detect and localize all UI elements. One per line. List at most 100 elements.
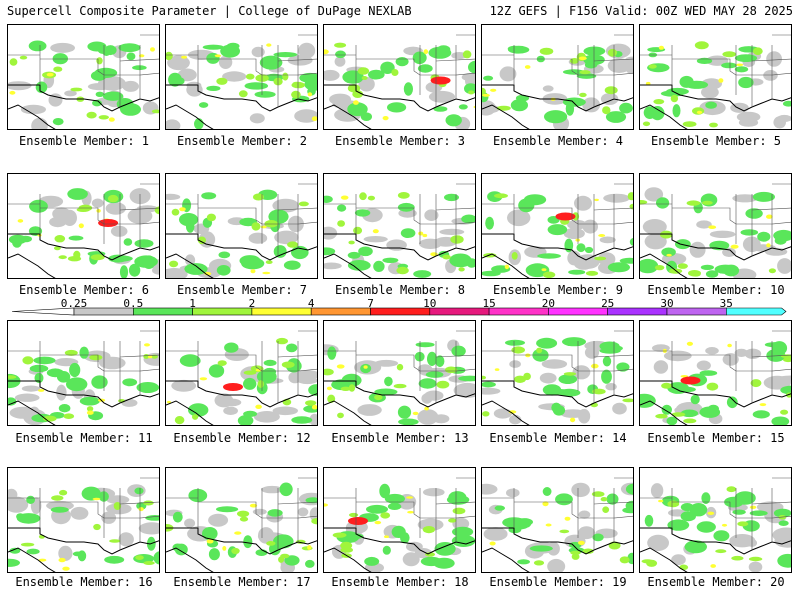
scp-contour (78, 223, 84, 229)
state-border (514, 354, 579, 391)
state-border (119, 488, 141, 542)
scp-contour (396, 266, 409, 275)
state-border (297, 341, 317, 372)
scp-contour (499, 66, 517, 82)
member-label-17: Ensemble Member: 17 (173, 575, 311, 589)
scp-contour (51, 495, 64, 501)
scp-contour (167, 55, 190, 71)
scp-contour (696, 521, 716, 533)
colorbar-segment (725, 307, 787, 316)
member-map-3 (323, 24, 476, 130)
scp-contour (504, 264, 510, 270)
scp-contour (748, 561, 763, 572)
scp-contour (337, 204, 347, 212)
scp-contour (782, 100, 791, 107)
scp-contour (425, 371, 444, 378)
scp-contour (722, 353, 739, 366)
scp-contour (252, 508, 267, 515)
scp-contour (591, 363, 599, 369)
scp-contour (179, 354, 201, 367)
state-border (771, 45, 791, 76)
scp-contour (644, 233, 667, 250)
scp-contour (202, 44, 224, 50)
scp-contour (482, 87, 486, 95)
scp-contour (91, 375, 108, 389)
scp-contour (578, 540, 585, 545)
member-label-11: Ensemble Member: 11 (15, 431, 153, 445)
state-border (771, 488, 791, 519)
scp-contour (594, 256, 607, 261)
scp-contour (752, 410, 770, 419)
scp-contour (264, 220, 278, 228)
state-border (198, 354, 263, 391)
scp-contour (16, 513, 25, 520)
state-border (277, 341, 299, 395)
member-map-16 (7, 467, 160, 573)
coastline (482, 104, 530, 129)
state-border (139, 341, 159, 372)
scp-contour-high (98, 219, 119, 227)
state-border (577, 194, 595, 256)
scp-contour (686, 341, 693, 346)
scp-contour (298, 42, 316, 59)
colorbar-segment (488, 307, 549, 316)
scp-contour (86, 410, 94, 415)
scp-contour (778, 520, 789, 526)
scp-contour (218, 251, 231, 259)
scp-contour (707, 511, 715, 515)
colorbar-tick-label: 35 (719, 297, 733, 310)
state-border (356, 58, 421, 95)
scp-contour (452, 526, 474, 537)
coastline (8, 380, 159, 408)
scp-contour (506, 488, 520, 498)
scp-contour (106, 495, 130, 505)
coastline (640, 400, 688, 425)
scp-contour (262, 271, 271, 275)
scp-contour (397, 405, 412, 419)
scp-contour (574, 195, 592, 211)
scp-contour (110, 225, 128, 237)
scp-contour (667, 500, 680, 508)
scp-contour (20, 542, 35, 547)
scp-contour (96, 209, 101, 213)
scp-contour (120, 103, 141, 116)
state-border (297, 194, 317, 225)
scp-contour (382, 116, 389, 121)
scp-contour (686, 200, 701, 206)
state-border (735, 194, 753, 256)
state-border (261, 488, 279, 550)
scp-contour (625, 500, 633, 511)
member-map-svg (8, 477, 159, 572)
state-border (40, 354, 105, 391)
scp-contour (199, 377, 208, 381)
scp-contour (542, 501, 549, 507)
scp-contour (336, 364, 345, 369)
state-border (735, 341, 753, 403)
scp-contour (109, 539, 121, 543)
scp-contour (494, 505, 505, 511)
scp-contour (393, 383, 407, 389)
scp-contour (462, 50, 472, 59)
scp-contour (324, 49, 329, 55)
scp-contour (508, 410, 517, 414)
scp-contour (64, 90, 77, 97)
scp-contour (658, 45, 664, 50)
scp-contour (517, 559, 530, 565)
scp-contour (514, 375, 526, 383)
scp-contour (547, 558, 566, 572)
coastline (482, 233, 633, 261)
scp-contour (122, 378, 138, 387)
scp-contour (324, 262, 342, 270)
scp-contour (237, 510, 250, 517)
scp-contour (568, 269, 586, 275)
colorbar-tick-label: 7 (367, 297, 374, 310)
scp-contour (680, 511, 696, 522)
scp-contour (660, 230, 673, 239)
scp-contour (732, 509, 746, 515)
scp-contour (547, 224, 568, 236)
scp-contour (334, 56, 346, 67)
scp-contour (123, 238, 133, 246)
scp-contour (263, 359, 277, 366)
scp-contour (536, 337, 558, 349)
scp-contour (52, 118, 64, 126)
